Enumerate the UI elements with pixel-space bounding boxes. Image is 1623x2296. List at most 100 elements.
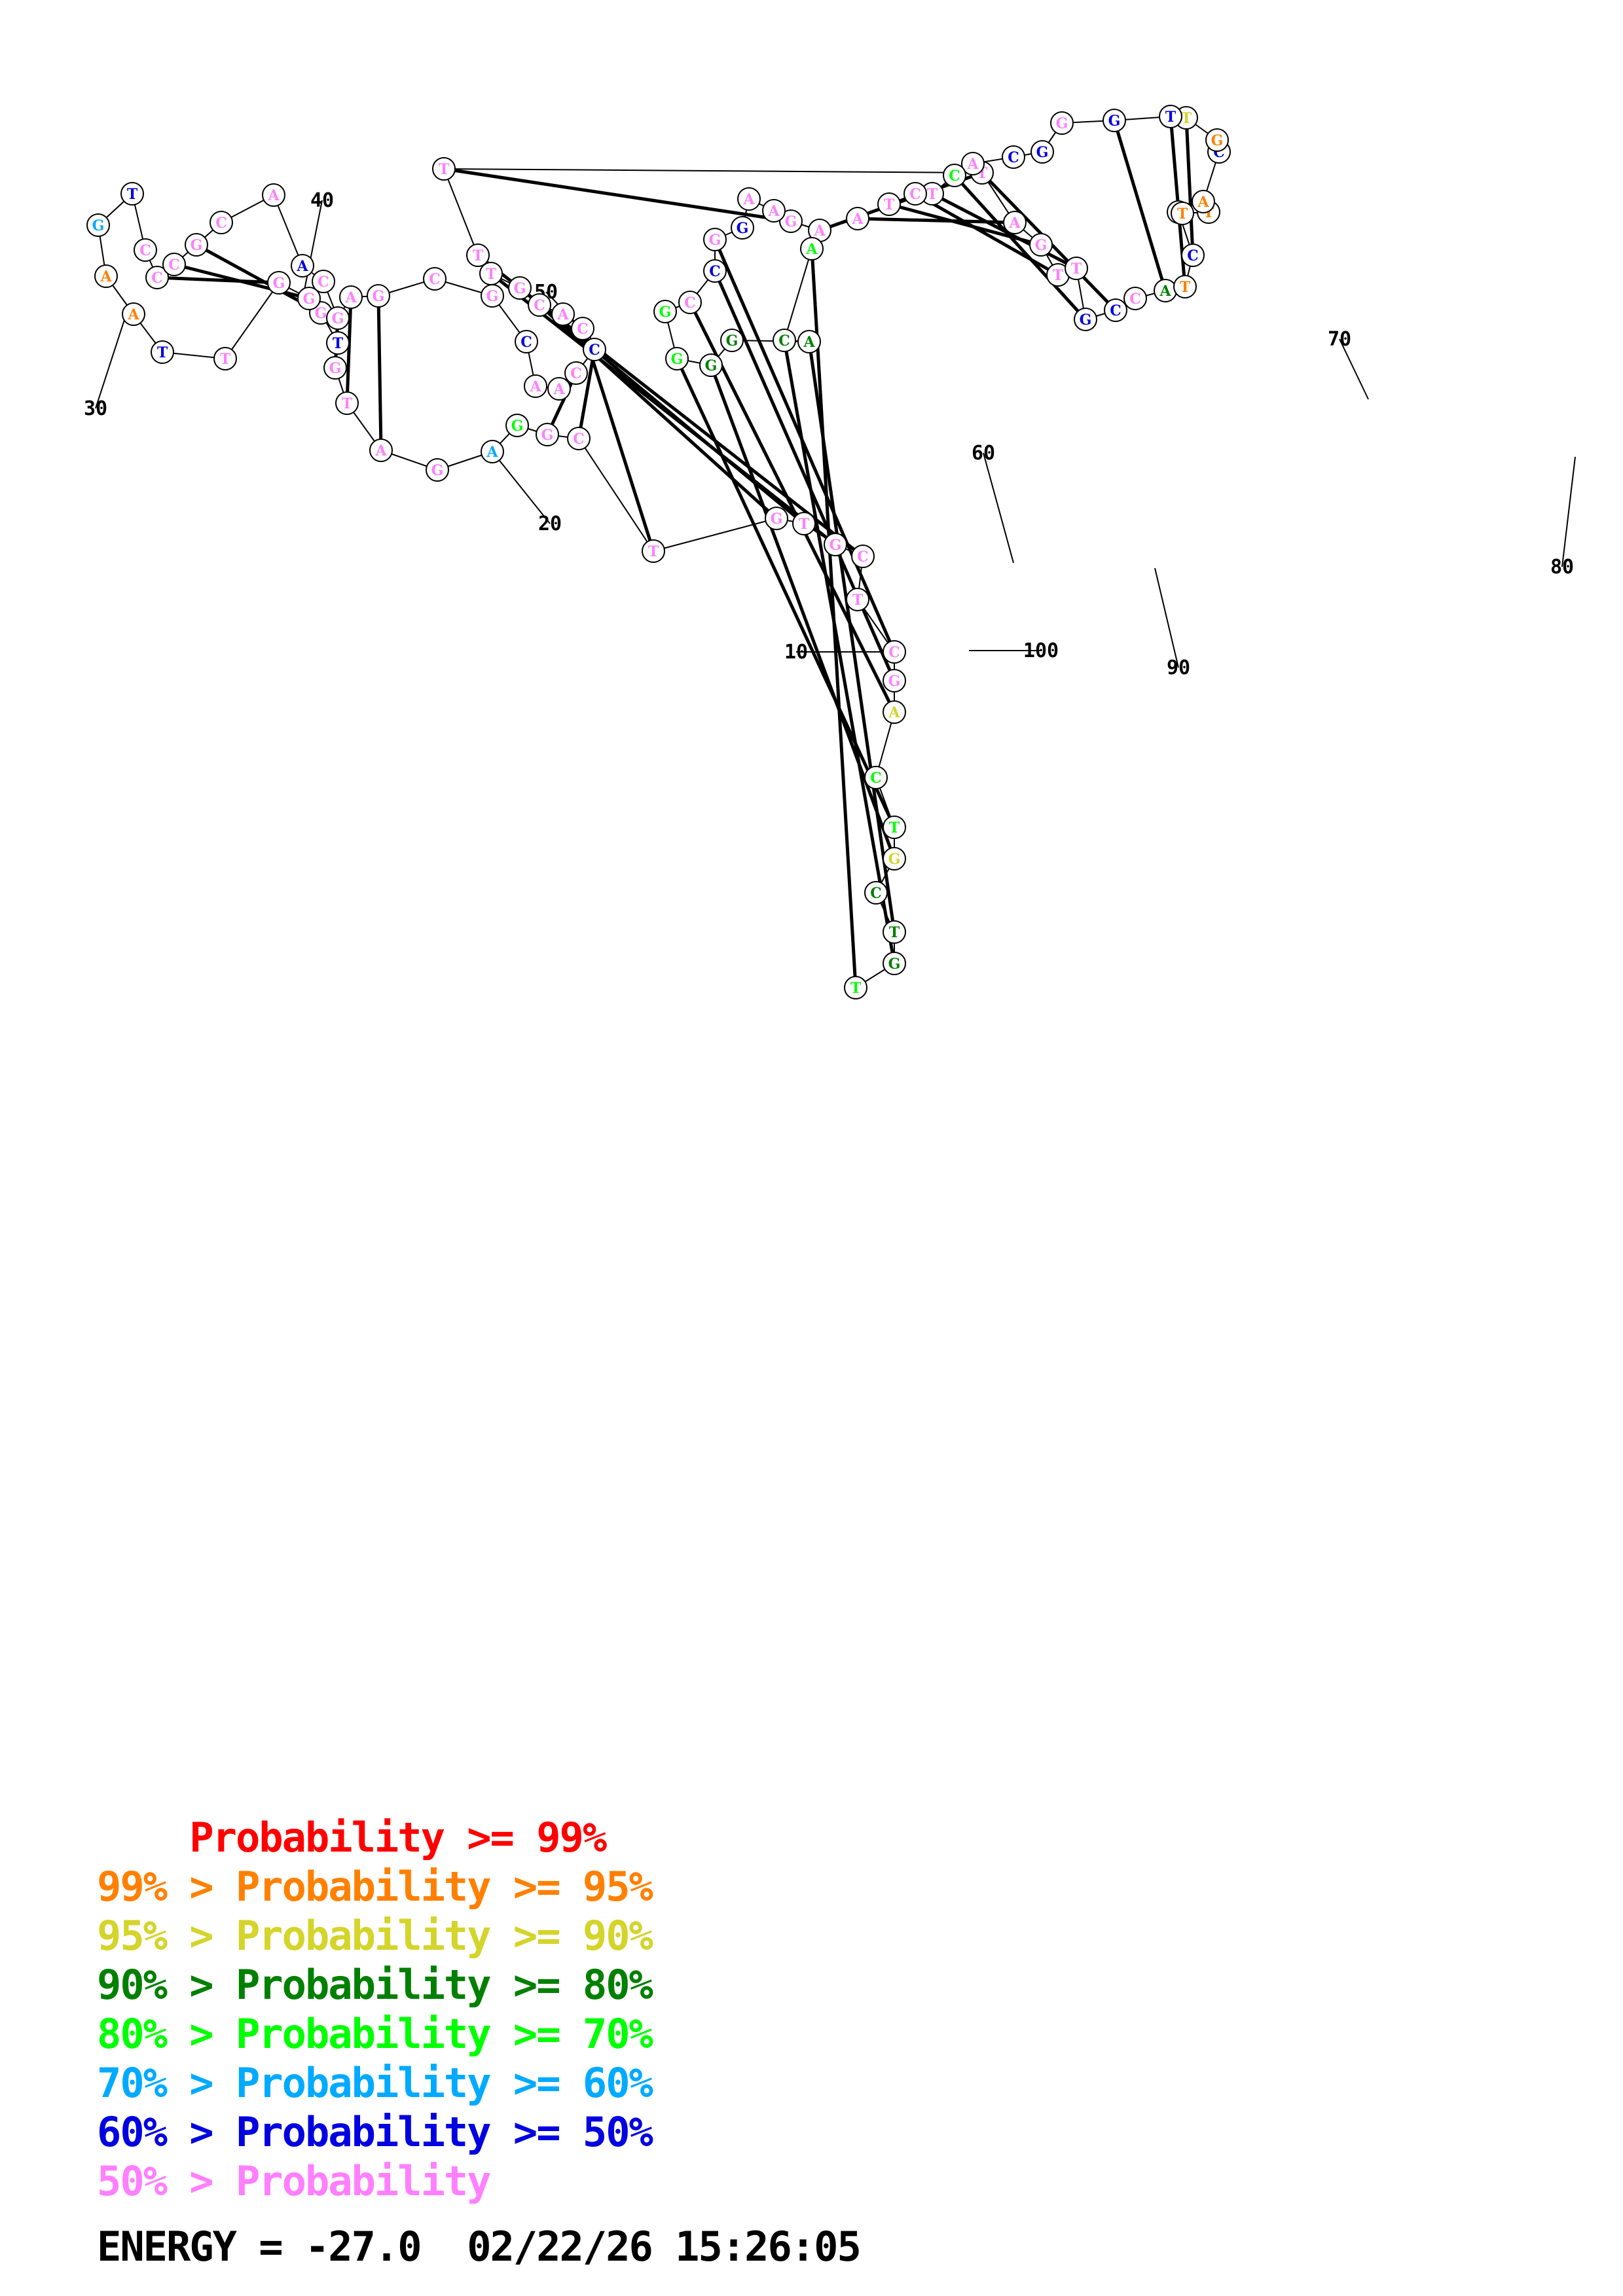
nucleotide-base: A [805, 241, 818, 258]
nucleotide: T [479, 262, 503, 285]
nucleotide-base: G [659, 304, 672, 321]
nucleotide-base: T [799, 516, 810, 533]
nucleotide-base: T [927, 186, 938, 203]
nucleotide: C [571, 317, 594, 340]
position-label: 10 [784, 641, 808, 664]
nucleotide-circle [1205, 128, 1229, 152]
nucleotide-circle [665, 347, 689, 370]
nucleotide-base: A [1008, 215, 1021, 232]
legend-entry: 60% > Probability >= 50% [97, 2108, 653, 2156]
nucleotide-base: A [344, 289, 357, 306]
nucleotide-base: A [1197, 194, 1209, 211]
nucleotide-base: C [577, 321, 589, 338]
nucleotide: T [326, 331, 350, 355]
nucleotide: C [773, 329, 796, 352]
nucleotide-base: A [851, 211, 864, 228]
position-label: 70 [1328, 328, 1351, 351]
nucleotide-base: G [431, 462, 444, 479]
nucleotide: T [877, 192, 901, 216]
nucleotide: A [524, 374, 547, 398]
nucleotide-circle [844, 976, 867, 999]
nucleotide-circle [943, 164, 966, 187]
nucleotide-base: G [888, 673, 901, 690]
nucleotide-circle [426, 458, 449, 482]
nucleotide: T [1046, 263, 1070, 287]
nucleotide-circle [797, 330, 821, 353]
nucleotide: C [564, 361, 588, 385]
nucleotide-circle [678, 291, 702, 314]
nucleotide-circle [864, 881, 888, 905]
nucleotide: A [547, 377, 571, 401]
nucleotide-circle [720, 329, 744, 352]
backbone-segment [443, 168, 479, 256]
nucleotide-base: A [374, 442, 387, 459]
nucleotide-base: C [870, 770, 882, 787]
nucleotide-base: A [742, 191, 755, 208]
nucleotide-circle [423, 267, 447, 291]
legend-entry: 70% > Probability >= 60% [97, 2059, 653, 2107]
nucleotide-base: G [303, 291, 316, 308]
nucleotide: C [903, 182, 927, 206]
nucleotide-circle [731, 216, 754, 240]
nucleotide: T [466, 243, 490, 267]
base-pair-bond [857, 217, 1015, 224]
nucleotide: G [536, 423, 559, 446]
nucleotide-base: G [373, 288, 385, 305]
nucleotide-base: T [1071, 260, 1082, 278]
position-tick-line [983, 452, 1014, 564]
nucleotide-base: G [785, 213, 797, 230]
nucleotide-base: G [726, 332, 739, 350]
backbone-segment [784, 248, 812, 341]
nucleotide: T [883, 816, 906, 839]
base-pair-bond [1112, 120, 1167, 291]
nucleotide: C [528, 293, 551, 317]
nucleotide: T [432, 157, 456, 181]
nucleotide: C [312, 270, 335, 293]
nucleotide: A [737, 187, 761, 211]
nucleotide: A [883, 700, 906, 724]
nucleotide: G [426, 458, 449, 482]
nucleotide: C [145, 266, 169, 289]
nucleotide-base: T [850, 980, 862, 997]
nucleotide-base: G [737, 220, 749, 237]
nucleotide-base: T [473, 247, 484, 264]
probability-legend: Probability >= 99% 99% > Probability >= 9… [97, 1813, 1079, 2206]
nucleotide: A [122, 302, 145, 326]
nucleotide-circle [564, 361, 588, 385]
nucleotide: A [481, 440, 504, 463]
position-label: 60 [972, 442, 995, 465]
nucleotide-circle [883, 952, 906, 975]
nucleotide: C [1002, 145, 1025, 169]
nucleotide-base: C [318, 274, 329, 291]
nucleotide-base: C [534, 297, 545, 314]
backbone-segment [225, 282, 280, 359]
base-pair-bond [675, 357, 896, 829]
energy-label: ENERGY = -27.0 02/22/26 15:26:05 [97, 2223, 862, 2270]
base-pair-bond [688, 301, 896, 713]
nucleotide: G [883, 847, 906, 870]
position-tick-line [492, 451, 551, 524]
position-tick-line [1339, 338, 1369, 400]
nucleotide-circle [1065, 257, 1088, 280]
nucleotide-base: G [315, 305, 327, 322]
nucleotide-circle [1171, 202, 1194, 225]
nucleotide: C [864, 766, 888, 789]
nucleotide-base: A [966, 156, 979, 173]
nucleotide: G [1205, 128, 1229, 152]
nucleotide: C [678, 291, 702, 314]
nucleotide: A [846, 207, 869, 230]
base-pair-bond [443, 167, 792, 223]
nucleotide-circle [547, 377, 571, 401]
nucleotide: G [824, 533, 847, 556]
nucleotide: A [800, 237, 824, 260]
nucleotide-circle [1159, 105, 1182, 128]
backbone-segment [653, 518, 777, 552]
nucleotide-base: A [100, 268, 112, 285]
nucleotide-circle [86, 213, 110, 237]
nucleotide-base: T [439, 161, 450, 178]
nucleotide-base: G [771, 511, 783, 528]
nucleotide: G [1050, 111, 1074, 135]
nucleotide-base: A [486, 444, 498, 461]
base-pair-bond [577, 349, 596, 439]
nucleotide-circle [134, 238, 157, 262]
